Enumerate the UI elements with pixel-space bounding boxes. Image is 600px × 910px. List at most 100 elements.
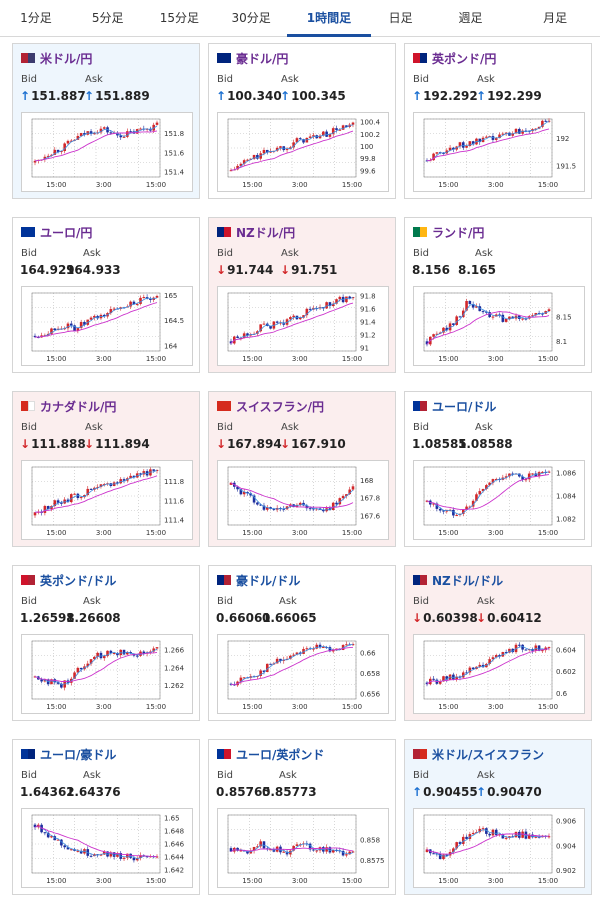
x-tick-label: 15:00 xyxy=(46,529,66,537)
price-chart[interactable]: 165 164.5 164 15:00 3:00 15:00 xyxy=(21,286,193,366)
card-title[interactable]: 英ポンド/円 xyxy=(413,50,496,66)
price-chart[interactable]: 0.906 0.904 0.902 15:00 3:00 15:00 xyxy=(413,808,585,888)
candle-body xyxy=(312,135,315,137)
candle-body xyxy=(33,676,37,678)
currency-pair-name[interactable]: 豪ドル/円 xyxy=(236,51,289,66)
price-chart[interactable]: 151.8 151.6 151.4 15:00 3:00 15:00 xyxy=(21,112,193,192)
card-title[interactable]: ユーロ/豪ドル xyxy=(21,746,116,762)
ma-short-line xyxy=(34,297,158,338)
bid-number: 100.340 xyxy=(227,89,282,103)
currency-pair-name[interactable]: NZドル/円 xyxy=(236,225,296,240)
rate-card[interactable]: ランド/円 Bid Ask 8.156 8.165 8.15 8.1 15:00 3:00 15:… xyxy=(404,217,592,373)
card-title[interactable]: 豪ドル/ドル xyxy=(217,572,300,588)
card-title[interactable]: ユーロ/英ポンド xyxy=(217,746,324,762)
candle-body xyxy=(239,489,243,495)
card-title[interactable]: ユーロ/ドル xyxy=(413,398,496,414)
currency-pair-name[interactable]: ランド/円 xyxy=(432,225,485,240)
rate-card[interactable]: NZドル/ドル Bid Ask ↓0.60398 ↓0.60412 0.604 0.602 0… xyxy=(404,565,592,721)
candle-body xyxy=(152,469,156,471)
card-title[interactable]: 豪ドル/円 xyxy=(217,50,288,66)
tab-8[interactable]: 月足 xyxy=(543,11,568,25)
price-chart[interactable]: 168 167.8 167.6 15:00 3:00 15:00 xyxy=(217,460,389,540)
currency-pair-name[interactable]: 米ドル/円 xyxy=(40,51,93,66)
currency-pair-name[interactable]: ユーロ/ドル xyxy=(432,399,497,414)
currency-pair-name[interactable]: 英ポンド/円 xyxy=(432,51,497,66)
ask-number: 164.933 xyxy=(66,263,121,277)
currency-pair-name[interactable]: スイスフラン/円 xyxy=(236,399,325,414)
tab-4[interactable]: 30分足 xyxy=(231,11,271,25)
card-title[interactable]: ユーロ/円 xyxy=(21,224,92,240)
candle-body xyxy=(43,506,47,513)
tab-3[interactable]: 15分足 xyxy=(159,11,200,25)
rate-card[interactable]: 米ドル/スイスフラン Bid Ask ↑0.90455 ↑0.90470 0.906 0.9… xyxy=(404,739,592,895)
currency-pair-name[interactable]: 豪ドル/ドル xyxy=(236,573,301,588)
candle-body xyxy=(491,316,495,318)
price-chart[interactable]: 192 191.5 15:00 3:00 15:00 xyxy=(413,112,585,192)
price-chart[interactable]: 100.4 100.2 100 99.8 99.6 15:00 3:00 15:00 xyxy=(217,112,389,192)
currency-pair-name[interactable]: カナダドル/円 xyxy=(40,399,117,414)
candle-body xyxy=(99,854,103,856)
tab-7[interactable]: 週足 xyxy=(458,11,483,25)
rate-card[interactable]: スイスフラン/円 Bid Ask ↓167.894 ↓167.910 168 167.8 16… xyxy=(208,391,396,547)
rate-card[interactable]: ユーロ/ドル Bid Ask 1.08585 1.08588 1.086 1.084 1.08… xyxy=(404,391,592,547)
tab-2[interactable]: 5分足 xyxy=(91,11,124,25)
card-title[interactable]: 英ポンド/ドル xyxy=(21,572,116,588)
ma-short-line xyxy=(34,825,158,860)
rate-card[interactable]: ユーロ/豪ドル Bid Ask 1.64362 1.64376 1.65 1.648 1.64… xyxy=(12,739,200,895)
card-title[interactable]: NZドル/円 xyxy=(217,224,295,240)
candle-body xyxy=(50,679,53,685)
currency-pair-name[interactable]: 米ドル/スイスフラン xyxy=(432,747,545,762)
currency-pair-name[interactable]: ユーロ/円 xyxy=(40,225,93,240)
card-title[interactable]: カナダドル/円 xyxy=(21,398,116,414)
currency-pair-name[interactable]: ユーロ/英ポンド xyxy=(236,747,325,762)
candle-body xyxy=(504,132,508,134)
rate-card[interactable]: ユーロ/英ポンド Bid Ask 0.85765 0.85773 0.858 0.8575 1… xyxy=(208,739,396,895)
card-title[interactable]: スイスフラン/円 xyxy=(217,398,324,414)
candle-body xyxy=(331,502,335,511)
card-title[interactable]: 米ドル/スイスフラン xyxy=(413,746,544,762)
price-chart[interactable]: 1.266 1.264 1.262 15:00 3:00 15:00 xyxy=(21,634,193,714)
candle-body xyxy=(89,488,93,490)
rate-card[interactable]: NZドル/円 Bid Ask ↓91.744 ↓91.751 91.8 91.6 91.4 91… xyxy=(208,217,396,373)
candle-body xyxy=(318,847,322,851)
candle-body xyxy=(445,327,449,331)
arrow-down-icon: ↓ xyxy=(280,437,291,451)
tab-6[interactable]: 日足 xyxy=(388,11,413,25)
card-title[interactable]: NZドル/ドル xyxy=(413,572,503,588)
candle-body xyxy=(63,845,66,848)
y-tick-label: 1.642 xyxy=(164,866,184,874)
currency-pair-name[interactable]: ユーロ/豪ドル xyxy=(40,747,117,762)
currency-pair-name[interactable]: NZドル/ドル xyxy=(432,573,504,588)
currency-pair-name[interactable]: 英ポンド/ドル xyxy=(40,573,117,588)
rate-card[interactable]: 豪ドル/ドル Bid Ask 0.66061 0.66065 0.66 0.658 0.656… xyxy=(208,565,396,721)
candle-body xyxy=(318,135,322,139)
candle-body xyxy=(308,508,312,510)
price-chart[interactable]: 8.15 8.1 15:00 3:00 15:00 xyxy=(413,286,585,366)
card-title[interactable]: 米ドル/円 xyxy=(21,50,92,66)
price-chart[interactable]: 1.086 1.084 1.082 15:00 3:00 15:00 xyxy=(413,460,585,540)
tab-5[interactable]: 1時間足 xyxy=(287,0,371,37)
rate-card[interactable]: ユーロ/円 Bid Ask 164.929 164.933 165 164.5 164 15:0… xyxy=(12,217,200,373)
rate-card[interactable]: 米ドル/円 Bid Ask ↑151.887 ↑151.889 151.8 151.6 151… xyxy=(12,43,200,199)
tab-1[interactable]: 1分足 xyxy=(20,11,52,25)
x-tick-label: 15:00 xyxy=(438,355,458,363)
card-title[interactable]: ランド/円 xyxy=(413,224,484,240)
country-flag-icon xyxy=(413,575,427,585)
arrow-up-icon: ↑ xyxy=(412,785,423,799)
price-chart[interactable]: 0.858 0.8575 15:00 3:00 15:00 xyxy=(217,808,389,888)
price-chart[interactable]: 1.65 1.648 1.646 1.644 1.642 15:00 3:00 15:00 xyxy=(21,808,193,888)
y-tick-label: 1.264 xyxy=(164,664,185,672)
x-tick-label: 3:00 xyxy=(96,355,112,363)
y-tick-label: 111.8 xyxy=(164,478,184,486)
rate-card[interactable]: 英ポンド/ドル Bid Ask 1.26598 1.26608 1.266 1.264 1.2… xyxy=(12,565,200,721)
bid-value: ↑192.292 xyxy=(412,89,478,103)
candle-body xyxy=(292,315,295,318)
rate-card[interactable]: 豪ドル/円 Bid Ask ↑100.340 ↑100.345 100.4 100.2 100… xyxy=(208,43,396,199)
price-chart[interactable]: 0.66 0.658 0.656 15:00 3:00 15:00 xyxy=(217,634,389,714)
candle-body xyxy=(341,125,345,130)
price-chart[interactable]: 111.8 111.6 111.4 15:00 3:00 15:00 xyxy=(21,460,193,540)
rate-card[interactable]: 英ポンド/円 Bid Ask ↑192.292 ↑192.299 192 191.5 15:0… xyxy=(404,43,592,199)
price-chart[interactable]: 0.604 0.602 0.6 15:00 3:00 15:00 xyxy=(413,634,585,714)
rate-card[interactable]: カナダドル/円 Bid Ask ↓111.888 ↓111.894 111.8 111.6 1… xyxy=(12,391,200,547)
price-chart[interactable]: 91.8 91.6 91.4 91.2 91 15:00 3:00 15:00 xyxy=(217,286,389,366)
